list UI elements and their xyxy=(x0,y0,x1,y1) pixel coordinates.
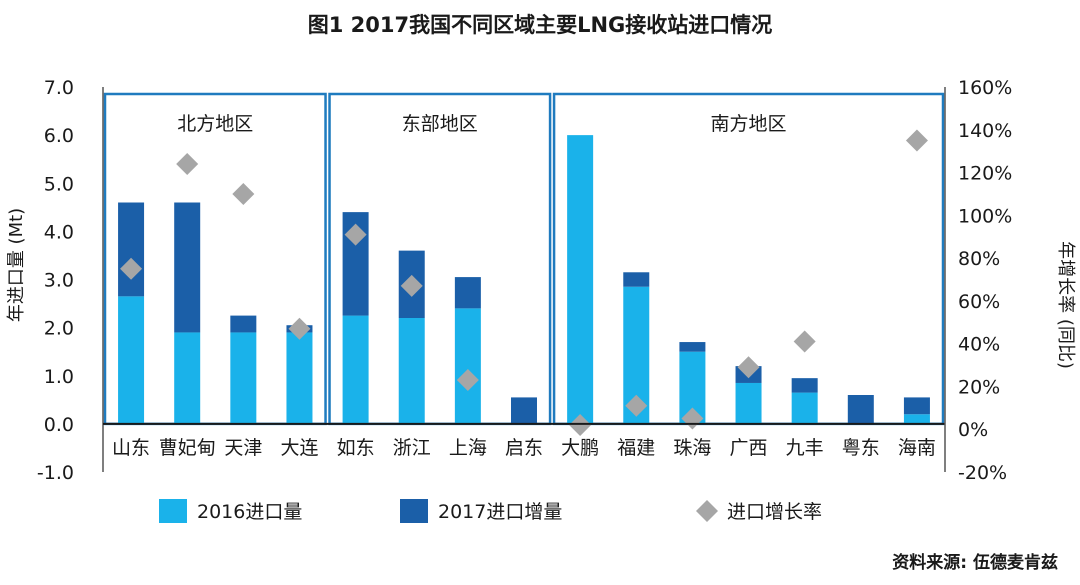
region-label: 东部地区 xyxy=(402,113,478,135)
right-tick-label: 20% xyxy=(958,376,1000,398)
bar-2016 xyxy=(398,318,425,424)
left-axis: 7.0 6.0 5.0 4.0 3.0 2.0 1.0 0.0 -1.0 xyxy=(37,77,945,484)
growth-markers xyxy=(120,129,928,436)
growth-marker xyxy=(625,394,648,417)
region-label: 北方地区 xyxy=(177,113,253,135)
category-label: 上海 xyxy=(449,437,487,459)
chart-title: 图1 2017我国不同区域主要LNG接收站进口情况 xyxy=(308,13,773,37)
bar-2017-increment xyxy=(511,397,537,424)
category-label: 海南 xyxy=(898,437,936,459)
growth-marker xyxy=(344,223,367,246)
category-labels: 山东 曹妃甸 天津 大连 如东 浙江 上海 启东 大鹏 福建 珠海 广西 九丰 粤东 海南 xyxy=(112,437,936,459)
bar-2017-increment xyxy=(174,202,201,333)
category-label: 天津 xyxy=(224,437,262,459)
bar-2017-increment xyxy=(847,395,874,424)
category-label: 大连 xyxy=(280,437,318,459)
left-tick-label: -1.0 xyxy=(37,462,74,484)
right-axis: 160% 140% 120% 100% 80% 60% 40% 20% 0% -20% xyxy=(944,77,1012,484)
left-tick-label: 6.0 xyxy=(44,125,74,147)
legend: 2016进口量 2017进口增量 进口增长率 xyxy=(159,499,822,523)
bar-2017-increment xyxy=(118,202,145,297)
legend-label-2017: 2017进口增量 xyxy=(438,501,562,523)
category-label: 如东 xyxy=(337,437,375,459)
y-axis-right-label: 年增长率 (同比) xyxy=(1055,241,1076,369)
right-tick-label: 60% xyxy=(958,291,1000,313)
category-label: 山东 xyxy=(112,437,150,459)
growth-marker xyxy=(176,153,199,175)
category-label: 福建 xyxy=(617,437,655,459)
bar-2017-increment xyxy=(623,272,650,287)
right-tick-label: -20% xyxy=(958,462,1007,484)
bar-2016 xyxy=(567,135,594,424)
bar-2016 xyxy=(174,332,201,424)
category-label: 九丰 xyxy=(786,437,824,459)
category-label: 粤东 xyxy=(842,437,880,459)
left-tick-label: 7.0 xyxy=(44,77,74,99)
bar-2017-increment xyxy=(230,315,257,333)
bar-2016 xyxy=(735,382,762,424)
bar-2017-increment xyxy=(679,342,706,352)
growth-marker xyxy=(400,274,423,297)
bar-2016 xyxy=(903,414,930,424)
growth-marker xyxy=(737,356,760,379)
left-tick-label: 4.0 xyxy=(44,221,74,243)
right-tick-label: 0% xyxy=(958,419,988,441)
legend-label-2016: 2016进口量 xyxy=(197,501,302,523)
left-tick-label: 5.0 xyxy=(44,173,74,195)
legend-label-growth: 进口增长率 xyxy=(727,501,822,523)
legend-swatch-2017 xyxy=(400,499,428,523)
growth-marker xyxy=(569,413,592,436)
growth-marker xyxy=(120,257,143,280)
bar-2016 xyxy=(791,392,818,424)
category-label: 珠海 xyxy=(673,437,711,459)
region-label: 南方地区 xyxy=(711,113,787,135)
right-tick-label: 80% xyxy=(958,248,1000,270)
right-tick-label: 100% xyxy=(958,205,1012,227)
bar-2017-increment xyxy=(903,397,930,415)
bars xyxy=(118,135,930,424)
bar-2017-increment xyxy=(791,378,818,393)
bar-2016 xyxy=(286,332,313,424)
right-tick-label: 120% xyxy=(958,163,1012,185)
legend-swatch-growth xyxy=(696,500,718,522)
category-label: 启东 xyxy=(505,437,543,459)
left-tick-label: 1.0 xyxy=(44,366,74,388)
right-tick-label: 40% xyxy=(958,334,1000,356)
growth-marker xyxy=(456,369,479,392)
legend-swatch-2016 xyxy=(159,499,187,523)
category-label: 广西 xyxy=(730,437,768,459)
growth-marker xyxy=(793,330,816,353)
category-label: 曹妃甸 xyxy=(159,437,216,459)
right-tick-label: 160% xyxy=(958,77,1012,99)
bar-2016 xyxy=(230,332,257,424)
category-label: 浙江 xyxy=(393,437,431,459)
left-tick-label: 0.0 xyxy=(44,414,74,436)
left-tick-label: 3.0 xyxy=(44,270,74,292)
category-label: 大鹏 xyxy=(561,437,599,459)
right-tick-label: 140% xyxy=(958,120,1012,142)
bar-2017-increment xyxy=(454,277,481,309)
growth-marker xyxy=(905,129,928,152)
left-tick-label: 2.0 xyxy=(44,318,74,340)
bar-2016 xyxy=(342,315,369,424)
bar-2016 xyxy=(454,308,481,424)
bar-2016 xyxy=(118,296,145,424)
growth-marker xyxy=(232,182,255,205)
y-axis-left-label: 年进口量 (Mt) xyxy=(6,208,27,322)
source-note: 资料来源: 伍德麦肯兹 xyxy=(892,552,1058,573)
growth-marker xyxy=(288,317,311,340)
